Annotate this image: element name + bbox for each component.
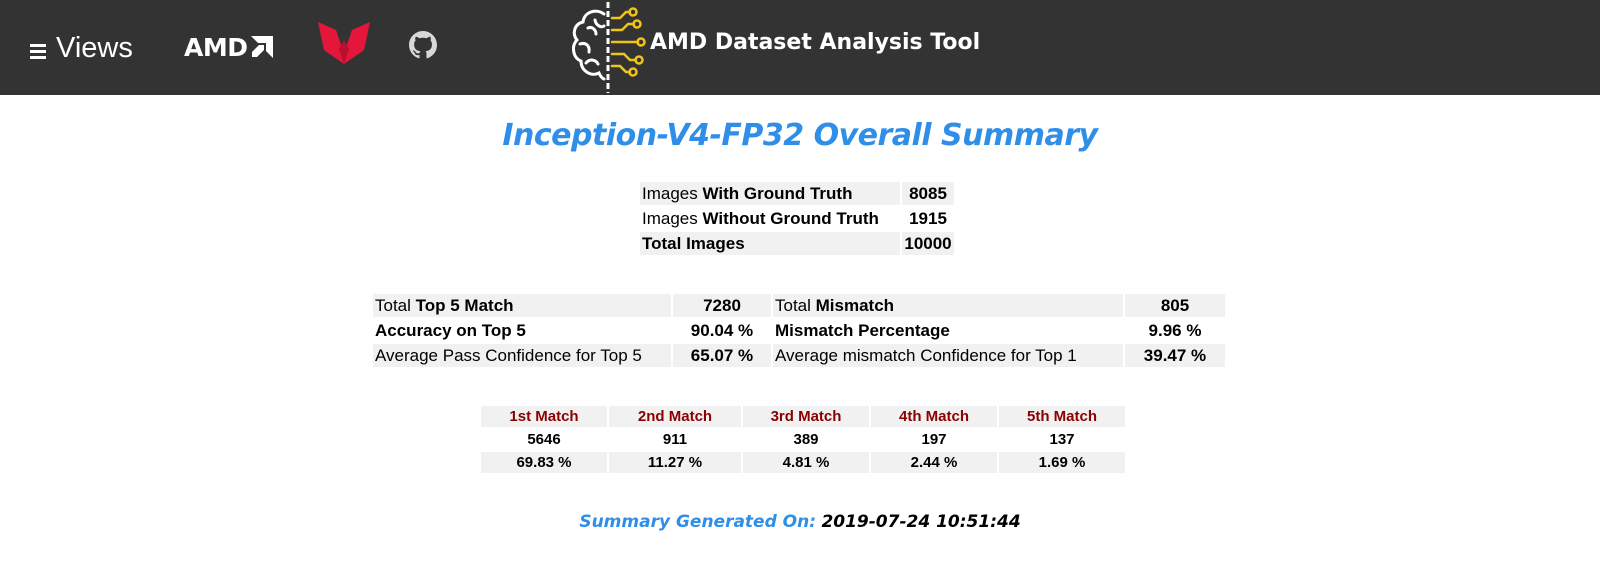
ryzen-logo-icon[interactable] bbox=[318, 20, 370, 64]
rank-percent: 4.81 % bbox=[743, 452, 869, 473]
images-label: Images Without Ground Truth bbox=[642, 209, 879, 228]
rank-percent: 1.69 % bbox=[999, 452, 1125, 473]
match-summary-table: Total Top 5 Match 7280 Total Mismatch 80… bbox=[371, 292, 1227, 369]
table-row: 69.83 % 11.27 % 4.81 % 2.44 % 1.69 % bbox=[481, 452, 1125, 473]
table-row: Total Images 10000 bbox=[640, 232, 954, 255]
images-label: Images With Ground Truth bbox=[640, 182, 900, 205]
brain-circuit-logo-icon bbox=[572, 2, 646, 93]
table-row: Total Top 5 Match 7280 Total Mismatch 80… bbox=[373, 294, 1225, 317]
match-label: Average Pass Confidence for Top 5 bbox=[373, 344, 671, 367]
table-row: Average Pass Confidence for Top 5 65.07 … bbox=[373, 344, 1225, 367]
match-value: 65.07 % bbox=[673, 344, 771, 367]
table-header-row: 1st Match 2nd Match 3rd Match 4th Match … bbox=[481, 406, 1125, 427]
table-row: Images With Ground Truth 8085 bbox=[640, 182, 954, 205]
amd-logo-text: AMD bbox=[184, 32, 248, 62]
mismatch-value: 39.47 % bbox=[1125, 344, 1225, 367]
summary-generated-footer: Summary Generated On: 2019-07-24 10:51:4… bbox=[0, 512, 1600, 532]
views-menu-button[interactable]: Views bbox=[30, 28, 133, 68]
mismatch-label: Average mismatch Confidence for Top 1 bbox=[773, 344, 1123, 367]
rank-header: 2nd Match bbox=[609, 406, 741, 427]
rank-header: 4th Match bbox=[871, 406, 997, 427]
rank-header: 3rd Match bbox=[743, 406, 869, 427]
rank-header: 1st Match bbox=[481, 406, 607, 427]
images-label: Total Images bbox=[640, 232, 900, 255]
mismatch-label: Total Mismatch bbox=[773, 294, 1123, 317]
mismatch-label: Mismatch Percentage bbox=[775, 321, 950, 340]
github-icon[interactable] bbox=[409, 31, 437, 59]
hamburger-menu-icon bbox=[30, 41, 46, 62]
rank-header: 5th Match bbox=[999, 406, 1125, 427]
mismatch-value: 9.96 % bbox=[1148, 321, 1202, 340]
amd-arrow-icon bbox=[251, 36, 274, 58]
match-label: Total Top 5 Match bbox=[373, 294, 671, 317]
generated-timestamp: 2019-07-24 10:51:44 bbox=[821, 512, 1021, 532]
images-summary-table: Images With Ground Truth 8085 Images Wit… bbox=[638, 180, 956, 257]
rank-percent: 2.44 % bbox=[871, 452, 997, 473]
generated-label: Summary Generated On: bbox=[579, 512, 817, 532]
images-value: 1915 bbox=[909, 209, 947, 228]
rank-count: 389 bbox=[793, 431, 819, 448]
rank-count: 197 bbox=[921, 431, 947, 448]
app-title: AMD Dataset Analysis Tool bbox=[650, 30, 981, 55]
match-rank-table: 1st Match 2nd Match 3rd Match 4th Match … bbox=[479, 404, 1127, 475]
table-row: Images Without Ground Truth 1915 bbox=[640, 207, 954, 230]
images-value: 10000 bbox=[902, 232, 954, 255]
views-label: Views bbox=[56, 31, 133, 64]
match-value: 7280 bbox=[673, 294, 771, 317]
top-navbar: Views AMD bbox=[0, 0, 1600, 95]
rank-count: 137 bbox=[1049, 431, 1075, 448]
table-row: Accuracy on Top 5 90.04 % Mismatch Perce… bbox=[373, 319, 1225, 342]
amd-logo-link[interactable]: AMD bbox=[184, 31, 274, 63]
match-label: Accuracy on Top 5 bbox=[375, 321, 526, 340]
table-row: 5646 911 389 197 137 bbox=[481, 429, 1125, 450]
rank-count: 5646 bbox=[527, 431, 561, 448]
images-value: 8085 bbox=[902, 182, 954, 205]
rank-percent: 69.83 % bbox=[481, 452, 607, 473]
rank-percent: 11.27 % bbox=[609, 452, 741, 473]
rank-count: 911 bbox=[662, 431, 688, 448]
match-value: 90.04 % bbox=[690, 321, 754, 340]
mismatch-value: 805 bbox=[1125, 294, 1225, 317]
page-title: Inception-V4-FP32 Overall Summary bbox=[502, 118, 1098, 153]
